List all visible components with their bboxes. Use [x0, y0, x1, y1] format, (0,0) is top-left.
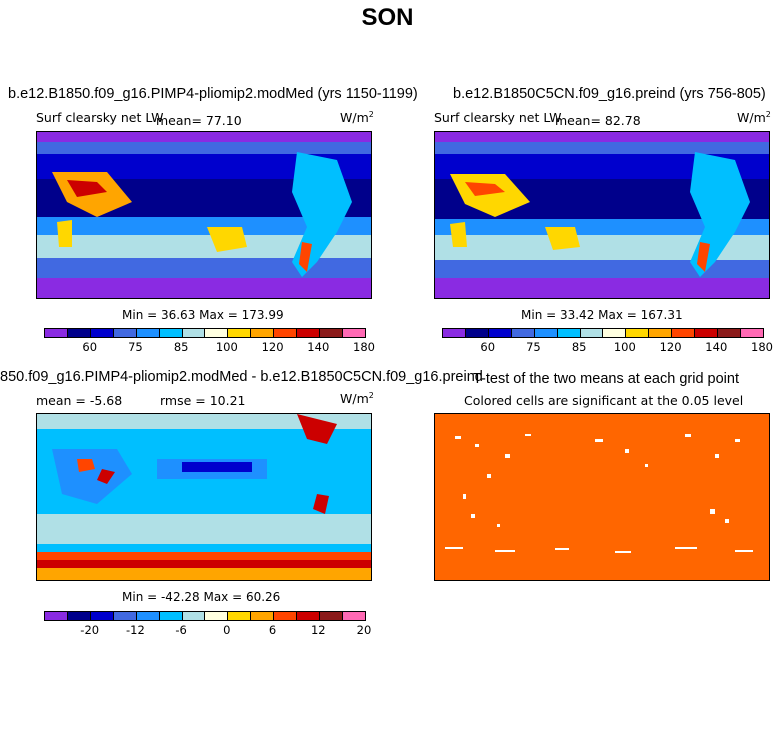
colorbar-swatch	[649, 329, 673, 337]
colorbar-swatch	[67, 612, 91, 620]
colorbar-tick-label: -12	[126, 623, 145, 637]
panel-a-colorbar	[44, 328, 366, 338]
colorbar-swatch	[511, 329, 535, 337]
colorbar-swatch	[488, 329, 512, 337]
panel-a-title: b.e12.B1850.f09_g16.PIMP4-pliomip2.modMe…	[8, 86, 418, 102]
colorbar-swatch	[67, 329, 91, 337]
map-b-svg	[435, 132, 769, 298]
colorbar-tick-label: 85	[571, 340, 587, 354]
colorbar-swatch	[136, 329, 160, 337]
colorbar-swatch	[740, 329, 763, 337]
map-a-svg	[37, 132, 371, 298]
colorbar-tick-label: 180	[353, 340, 375, 354]
panel-c-map	[36, 413, 372, 581]
colorbar-swatch	[90, 612, 114, 620]
panel-c-minmax: Min = -42.28 Max = 60.26	[122, 590, 281, 604]
colorbar-swatch	[297, 329, 321, 337]
panel-a-minmax: Min = 36.63 Max = 173.99	[122, 308, 284, 322]
panel-a-map	[36, 131, 372, 299]
colorbar-tick-label: 75	[128, 340, 143, 354]
panel-b-map	[434, 131, 770, 299]
colorbar-tick-label: 140	[307, 340, 330, 354]
colorbar-swatch	[136, 612, 160, 620]
colorbar-swatch	[342, 612, 365, 620]
colorbar-swatch	[159, 329, 183, 337]
colorbar-swatch	[251, 329, 275, 337]
colorbar-swatch	[182, 329, 206, 337]
colorbar-tick-label: 6	[268, 623, 277, 637]
colorbar-swatch	[672, 329, 696, 337]
map-c-svg	[37, 414, 371, 580]
colorbar-swatch	[443, 329, 466, 337]
colorbar-tick-label: 140	[705, 340, 728, 354]
colorbar-swatch	[580, 329, 604, 337]
colorbar-swatch	[205, 612, 229, 620]
colorbar-swatch	[603, 329, 627, 337]
colorbar-tick-label: 180	[751, 340, 773, 354]
panel-a-mean: mean= 77.10	[156, 113, 242, 128]
colorbar-swatch	[274, 329, 298, 337]
colorbar-swatch	[557, 329, 581, 337]
colorbar-tick-label: 20	[356, 623, 372, 637]
colorbar-swatch	[228, 329, 252, 337]
colorbar-tick-label: 60	[82, 340, 98, 354]
panel-a-subtitle: Surf clearsky net LW	[36, 110, 164, 125]
panel-c-units: W/m2	[340, 391, 374, 407]
page-title: SON	[361, 4, 414, 31]
panel-c-colorbar	[44, 611, 366, 621]
colorbar-swatch	[205, 329, 229, 337]
colorbar-tick-label: -6	[175, 623, 187, 637]
panel-c-rmse: rmse = 10.21	[160, 393, 246, 408]
panel-b-minmax: Min = 33.42 Max = 167.31	[521, 308, 683, 322]
panel-d-title: T-test of the two means at each grid poi…	[473, 371, 739, 387]
colorbar-tick-label: 85	[173, 340, 189, 354]
panel-b-title: b.e12.B1850C5CN.f09_g16.preind (yrs 756-…	[453, 86, 766, 102]
colorbar-swatch	[465, 329, 489, 337]
colorbar-swatch	[320, 329, 343, 337]
colorbar-tick-label: 120	[261, 340, 284, 354]
colorbar-swatch	[718, 329, 741, 337]
panel-b-units: W/m2	[737, 110, 771, 126]
panel-b-mean: mean= 82.78	[555, 113, 641, 128]
colorbar-tick-label: 100	[215, 340, 238, 354]
colorbar-tick-label: 100	[613, 340, 636, 354]
colorbar-swatch	[45, 612, 68, 620]
colorbar-tick-label: 0	[223, 623, 231, 637]
colorbar-tick-label: 75	[526, 340, 541, 354]
colorbar-swatch	[534, 329, 558, 337]
panel-d-map	[434, 413, 770, 581]
panel-b-colorbar	[442, 328, 764, 338]
colorbar-swatch	[320, 612, 343, 620]
colorbar-swatch	[251, 612, 275, 620]
colorbar-swatch	[274, 612, 298, 620]
colorbar-swatch	[182, 612, 206, 620]
colorbar-tick-label: -20	[80, 623, 100, 637]
colorbar-tick-label: 60	[480, 340, 496, 354]
colorbar-swatch	[297, 612, 321, 620]
colorbar-swatch	[113, 329, 137, 337]
panel-c-title: 850.f09_g16.PIMP4-pliomip2.modMed - b.e1…	[0, 369, 483, 385]
map-d-svg	[435, 414, 769, 580]
colorbar-swatch	[159, 612, 183, 620]
colorbar-swatch	[228, 612, 252, 620]
colorbar-swatch	[113, 612, 137, 620]
colorbar-tick-label: 120	[659, 340, 682, 354]
colorbar-swatch	[342, 329, 365, 337]
colorbar-tick-label: 12	[310, 623, 326, 637]
panel-a-units: W/m2	[340, 110, 374, 126]
colorbar-swatch	[90, 329, 114, 337]
colorbar-swatch	[695, 329, 719, 337]
panel-b-subtitle: Surf clearsky net LW	[434, 110, 562, 125]
panel-d-subtitle: Colored cells are significant at the 0.0…	[464, 393, 744, 408]
colorbar-swatch	[626, 329, 650, 337]
panel-c-mean: mean = -5.68	[36, 393, 123, 408]
colorbar-swatch	[45, 329, 68, 337]
